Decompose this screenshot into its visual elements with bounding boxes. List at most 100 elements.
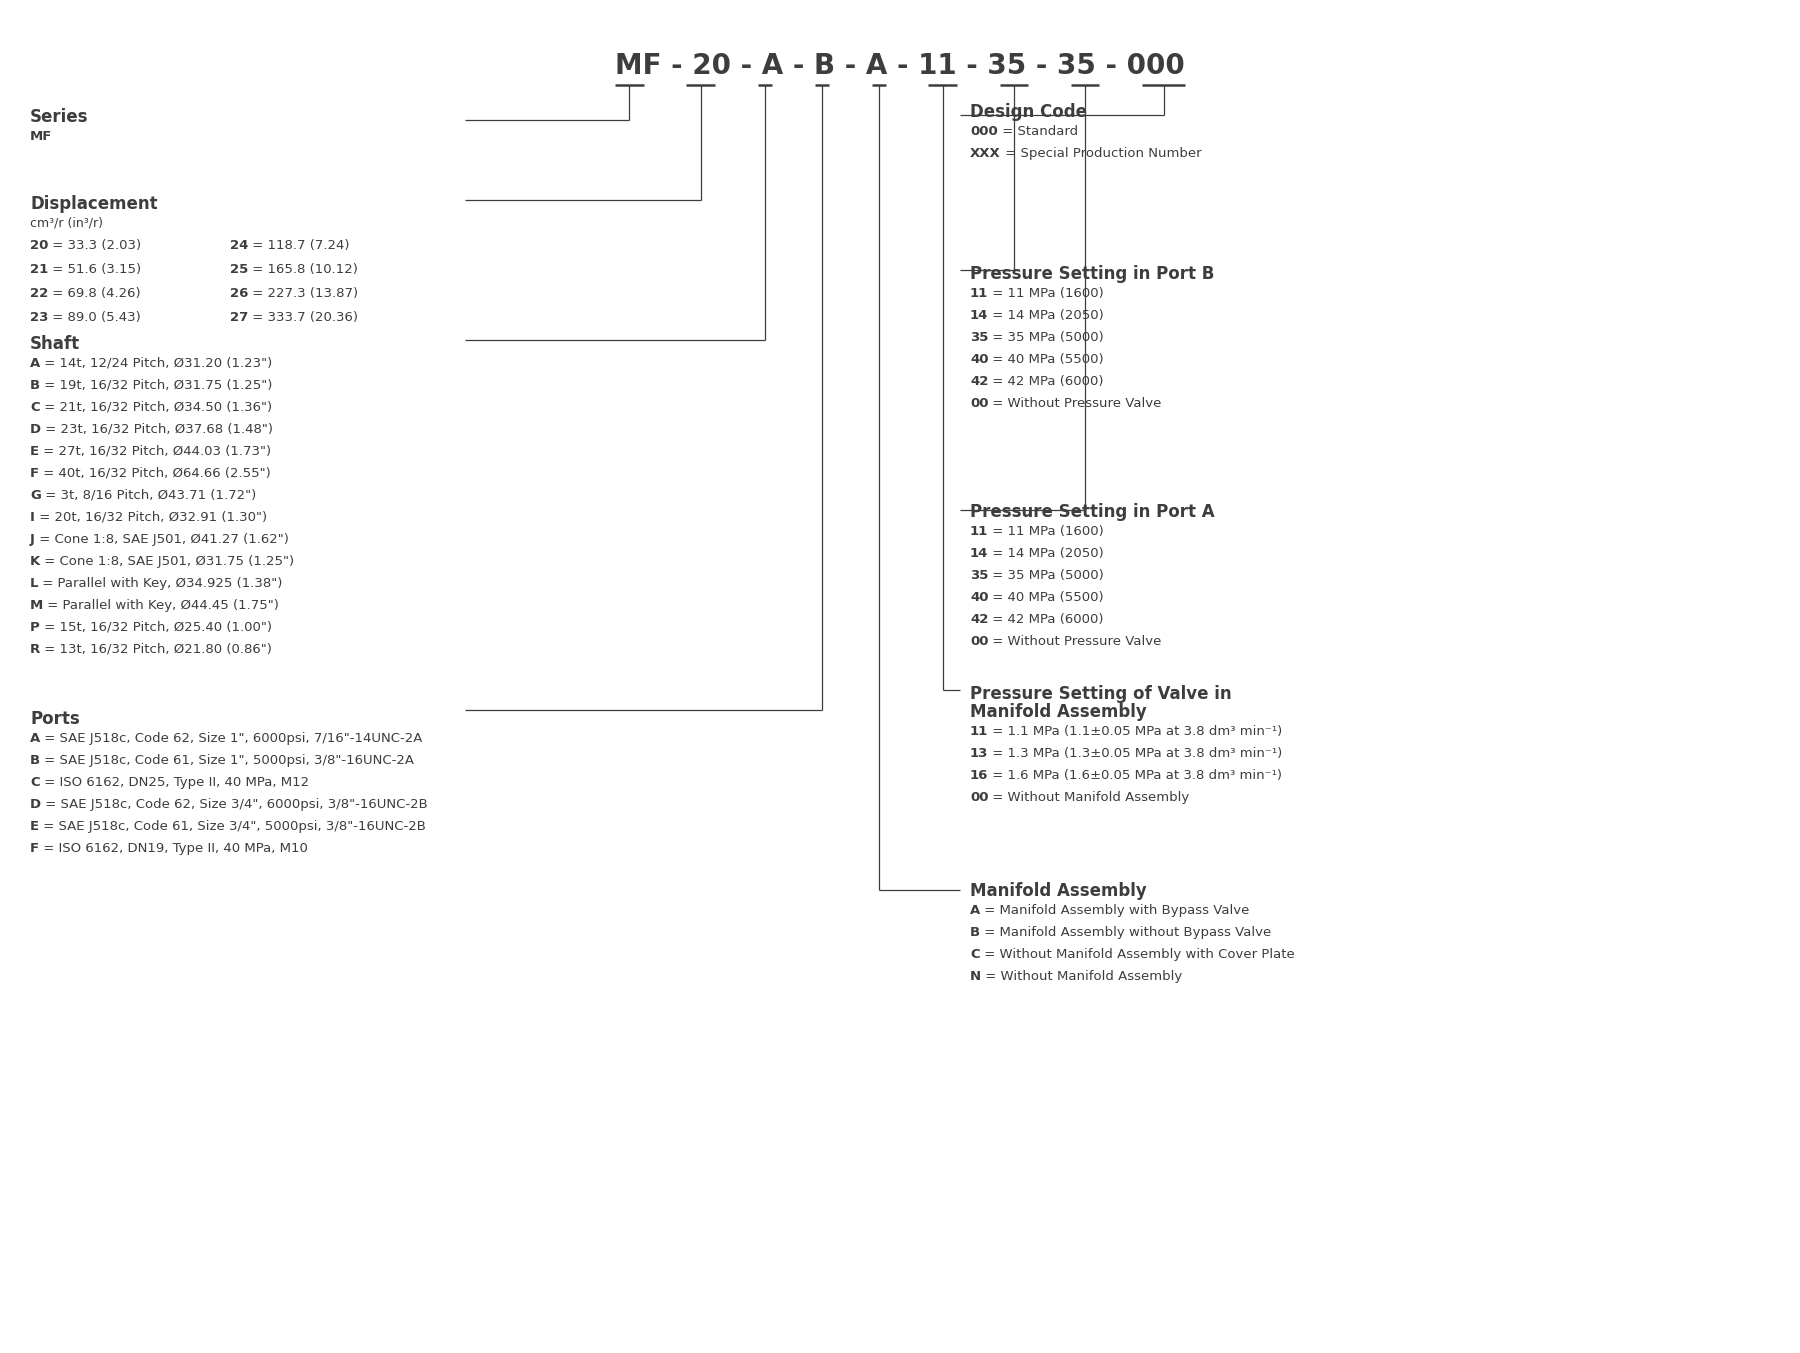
Text: = 42 MPa (6000): = 42 MPa (6000)	[988, 613, 1103, 626]
Text: M: M	[31, 599, 43, 612]
Text: = ISO 6162, DN19, Type II, 40 MPa, M10: = ISO 6162, DN19, Type II, 40 MPa, M10	[40, 842, 308, 855]
Text: 16: 16	[970, 769, 988, 782]
Text: = 11 MPa (1600): = 11 MPa (1600)	[988, 287, 1103, 300]
Text: = 40 MPa (5500): = 40 MPa (5500)	[988, 591, 1103, 603]
Text: = Manifold Assembly without Bypass Valve: = Manifold Assembly without Bypass Valve	[981, 925, 1271, 939]
Text: R: R	[31, 643, 40, 656]
Text: = Without Manifold Assembly: = Without Manifold Assembly	[988, 792, 1190, 804]
Text: 26: 26	[230, 287, 248, 300]
Text: = SAE J518c, Code 61, Size 3/4", 5000psi, 3/8"-16UNC-2B: = SAE J518c, Code 61, Size 3/4", 5000psi…	[40, 820, 427, 833]
Text: = 333.7 (20.36): = 333.7 (20.36)	[248, 311, 358, 323]
Text: = ISO 6162, DN25, Type II, 40 MPa, M12: = ISO 6162, DN25, Type II, 40 MPa, M12	[40, 777, 310, 789]
Text: 40: 40	[970, 591, 988, 603]
Text: = 33.3 (2.03): = 33.3 (2.03)	[49, 239, 142, 252]
Text: 23: 23	[31, 311, 49, 323]
Text: = 13t, 16/32 Pitch, Ø21.80 (0.86"): = 13t, 16/32 Pitch, Ø21.80 (0.86")	[40, 643, 272, 656]
Text: I: I	[31, 511, 34, 524]
Text: 24: 24	[230, 239, 248, 252]
Text: A: A	[970, 904, 981, 917]
Text: = 20t, 16/32 Pitch, Ø32.91 (1.30"): = 20t, 16/32 Pitch, Ø32.91 (1.30")	[34, 511, 266, 524]
Text: 25: 25	[230, 262, 248, 276]
Text: 000: 000	[970, 124, 997, 138]
Text: E: E	[31, 445, 40, 459]
Text: B: B	[970, 925, 981, 939]
Text: P: P	[31, 621, 40, 635]
Text: = SAE J518c, Code 61, Size 1", 5000psi, 3/8"-16UNC-2A: = SAE J518c, Code 61, Size 1", 5000psi, …	[40, 754, 414, 767]
Text: Ports: Ports	[31, 710, 79, 728]
Text: 11: 11	[970, 725, 988, 737]
Text: Shaft: Shaft	[31, 336, 81, 353]
Text: XXX: XXX	[970, 147, 1001, 160]
Text: C: C	[970, 948, 979, 961]
Text: 42: 42	[970, 613, 988, 626]
Text: = 1.3 MPa (1.3±0.05 MPa at 3.8 dm³ min⁻¹): = 1.3 MPa (1.3±0.05 MPa at 3.8 dm³ min⁻¹…	[988, 747, 1283, 760]
Text: = Special Production Number: = Special Production Number	[1001, 147, 1201, 160]
Text: 42: 42	[970, 375, 988, 388]
Text: C: C	[31, 777, 40, 789]
Text: = Cone 1:8, SAE J501, Ø41.27 (1.62"): = Cone 1:8, SAE J501, Ø41.27 (1.62")	[34, 533, 288, 547]
Text: Displacement: Displacement	[31, 195, 158, 212]
Text: = 165.8 (10.12): = 165.8 (10.12)	[248, 262, 358, 276]
Text: = 14 MPa (2050): = 14 MPa (2050)	[988, 308, 1103, 322]
Text: B: B	[31, 379, 40, 392]
Text: = 89.0 (5.43): = 89.0 (5.43)	[49, 311, 140, 323]
Text: = 40 MPa (5500): = 40 MPa (5500)	[988, 353, 1103, 367]
Text: = Parallel with Key, Ø44.45 (1.75"): = Parallel with Key, Ø44.45 (1.75")	[43, 599, 279, 612]
Text: Pressure Setting of Valve in: Pressure Setting of Valve in	[970, 685, 1231, 704]
Text: = Without Pressure Valve: = Without Pressure Valve	[988, 396, 1161, 410]
Text: = 19t, 16/32 Pitch, Ø31.75 (1.25"): = 19t, 16/32 Pitch, Ø31.75 (1.25")	[40, 379, 272, 392]
Text: = 118.7 (7.24): = 118.7 (7.24)	[248, 239, 349, 252]
Text: = SAE J518c, Code 62, Size 3/4", 6000psi, 3/8"-16UNC-2B: = SAE J518c, Code 62, Size 3/4", 6000psi…	[41, 798, 428, 810]
Text: 14: 14	[970, 547, 988, 560]
Text: D: D	[31, 423, 41, 436]
Text: = 69.8 (4.26): = 69.8 (4.26)	[49, 287, 140, 300]
Text: 00: 00	[970, 635, 988, 648]
Text: N: N	[970, 970, 981, 984]
Text: = 11 MPa (1600): = 11 MPa (1600)	[988, 525, 1103, 538]
Text: = 23t, 16/32 Pitch, Ø37.68 (1.48"): = 23t, 16/32 Pitch, Ø37.68 (1.48")	[41, 423, 274, 436]
Text: A: A	[31, 732, 40, 746]
Text: = Manifold Assembly with Bypass Valve: = Manifold Assembly with Bypass Valve	[981, 904, 1249, 917]
Text: E: E	[31, 820, 40, 833]
Text: Series: Series	[31, 108, 88, 126]
Text: MF: MF	[31, 130, 52, 143]
Text: 11: 11	[970, 525, 988, 538]
Text: = 35 MPa (5000): = 35 MPa (5000)	[988, 331, 1103, 344]
Text: C: C	[31, 400, 40, 414]
Text: A: A	[31, 357, 40, 369]
Text: = 14t, 12/24 Pitch, Ø31.20 (1.23"): = 14t, 12/24 Pitch, Ø31.20 (1.23")	[40, 357, 272, 369]
Text: = 14 MPa (2050): = 14 MPa (2050)	[988, 547, 1103, 560]
Text: Pressure Setting in Port B: Pressure Setting in Port B	[970, 265, 1215, 283]
Text: 00: 00	[970, 792, 988, 804]
Text: 35: 35	[970, 331, 988, 344]
Text: = 40t, 16/32 Pitch, Ø64.66 (2.55"): = 40t, 16/32 Pitch, Ø64.66 (2.55")	[40, 467, 270, 480]
Text: = Standard: = Standard	[997, 124, 1078, 138]
Text: K: K	[31, 555, 40, 568]
Text: Pressure Setting in Port A: Pressure Setting in Port A	[970, 503, 1215, 521]
Text: D: D	[31, 798, 41, 810]
Text: = 35 MPa (5000): = 35 MPa (5000)	[988, 570, 1103, 582]
Text: 00: 00	[970, 396, 988, 410]
Text: cm³/r (in³/r): cm³/r (in³/r)	[31, 216, 103, 230]
Text: 27: 27	[230, 311, 248, 323]
Text: = 1.6 MPa (1.6±0.05 MPa at 3.8 dm³ min⁻¹): = 1.6 MPa (1.6±0.05 MPa at 3.8 dm³ min⁻¹…	[988, 769, 1282, 782]
Text: G: G	[31, 488, 41, 502]
Text: F: F	[31, 842, 40, 855]
Text: 14: 14	[970, 308, 988, 322]
Text: 35: 35	[970, 570, 988, 582]
Text: = 27t, 16/32 Pitch, Ø44.03 (1.73"): = 27t, 16/32 Pitch, Ø44.03 (1.73")	[40, 445, 272, 459]
Text: L: L	[31, 576, 38, 590]
Text: = Without Manifold Assembly: = Without Manifold Assembly	[981, 970, 1183, 984]
Text: MF - 20 - A - B - A - 11 - 35 - 35 - 000: MF - 20 - A - B - A - 11 - 35 - 35 - 000	[616, 51, 1184, 80]
Text: 21: 21	[31, 262, 49, 276]
Text: = 1.1 MPa (1.1±0.05 MPa at 3.8 dm³ min⁻¹): = 1.1 MPa (1.1±0.05 MPa at 3.8 dm³ min⁻¹…	[988, 725, 1282, 737]
Text: Manifold Assembly: Manifold Assembly	[970, 704, 1147, 721]
Text: = 15t, 16/32 Pitch, Ø25.40 (1.00"): = 15t, 16/32 Pitch, Ø25.40 (1.00")	[40, 621, 272, 635]
Text: = 21t, 16/32 Pitch, Ø34.50 (1.36"): = 21t, 16/32 Pitch, Ø34.50 (1.36")	[40, 400, 272, 414]
Text: B: B	[31, 754, 40, 767]
Text: = 3t, 8/16 Pitch, Ø43.71 (1.72"): = 3t, 8/16 Pitch, Ø43.71 (1.72")	[41, 488, 256, 502]
Text: Manifold Assembly: Manifold Assembly	[970, 882, 1147, 900]
Text: Design Code: Design Code	[970, 103, 1087, 120]
Text: = SAE J518c, Code 62, Size 1", 6000psi, 7/16"-14UNC-2A: = SAE J518c, Code 62, Size 1", 6000psi, …	[40, 732, 423, 746]
Text: = 227.3 (13.87): = 227.3 (13.87)	[248, 287, 358, 300]
